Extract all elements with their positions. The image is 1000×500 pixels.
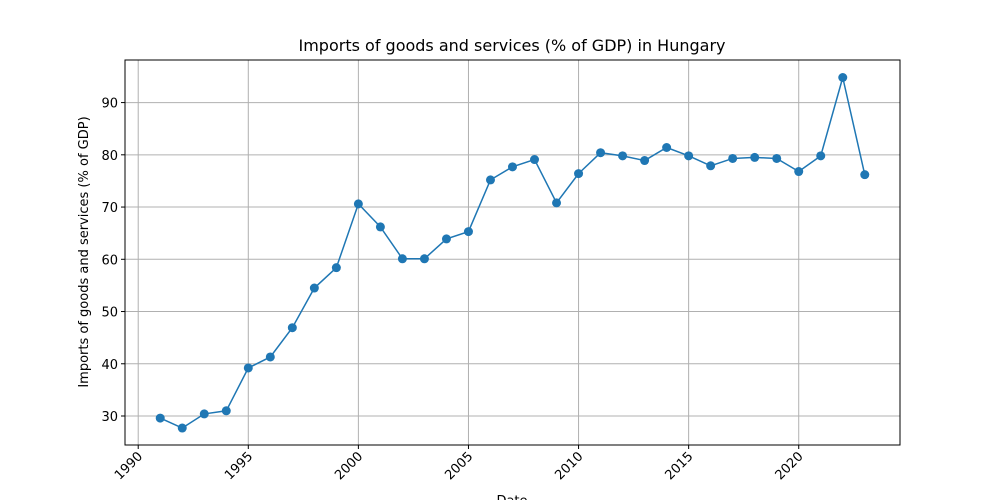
data-point xyxy=(706,161,716,171)
y-tick-label: 70 xyxy=(101,201,118,216)
data-point xyxy=(221,406,231,416)
y-tick-label: 30 xyxy=(101,410,118,425)
chart-title: Imports of goods and services (% of GDP)… xyxy=(299,36,726,55)
data-point xyxy=(309,283,319,293)
y-tick-label: 80 xyxy=(101,149,118,164)
data-point xyxy=(794,167,804,177)
data-point xyxy=(728,153,738,163)
y-tick-label: 90 xyxy=(101,97,118,112)
data-point xyxy=(177,423,187,433)
y-tick-label: 40 xyxy=(101,358,118,373)
data-point xyxy=(485,175,495,185)
data-point xyxy=(199,409,209,419)
x-axis-label: Date xyxy=(496,494,527,500)
data-point xyxy=(287,323,297,333)
data-point xyxy=(463,227,473,237)
plot-frame xyxy=(124,59,901,446)
data-point xyxy=(419,254,429,264)
data-point xyxy=(662,143,672,152)
y-tick-label: 60 xyxy=(101,253,118,268)
data-point xyxy=(640,156,650,166)
y-tick-label: 50 xyxy=(101,306,118,321)
data-point xyxy=(353,199,363,209)
data-point xyxy=(816,151,826,161)
data-point xyxy=(552,198,562,208)
data-point xyxy=(596,148,606,158)
data-point xyxy=(397,254,407,264)
data-point xyxy=(860,170,870,180)
data-point xyxy=(508,162,517,172)
data-point xyxy=(574,169,584,179)
data-point xyxy=(243,363,253,373)
data-point xyxy=(331,263,341,273)
data-point xyxy=(441,234,451,244)
data-point xyxy=(750,152,760,162)
data-point xyxy=(772,153,782,163)
data-point xyxy=(530,155,540,165)
data-point xyxy=(155,413,165,423)
data-point xyxy=(618,151,628,161)
data-point xyxy=(684,151,694,161)
data-point xyxy=(375,222,385,232)
data-point xyxy=(265,352,275,362)
y-axis-label: Imports of goods and services (% of GDP) xyxy=(77,116,92,387)
data-point xyxy=(838,73,848,82)
